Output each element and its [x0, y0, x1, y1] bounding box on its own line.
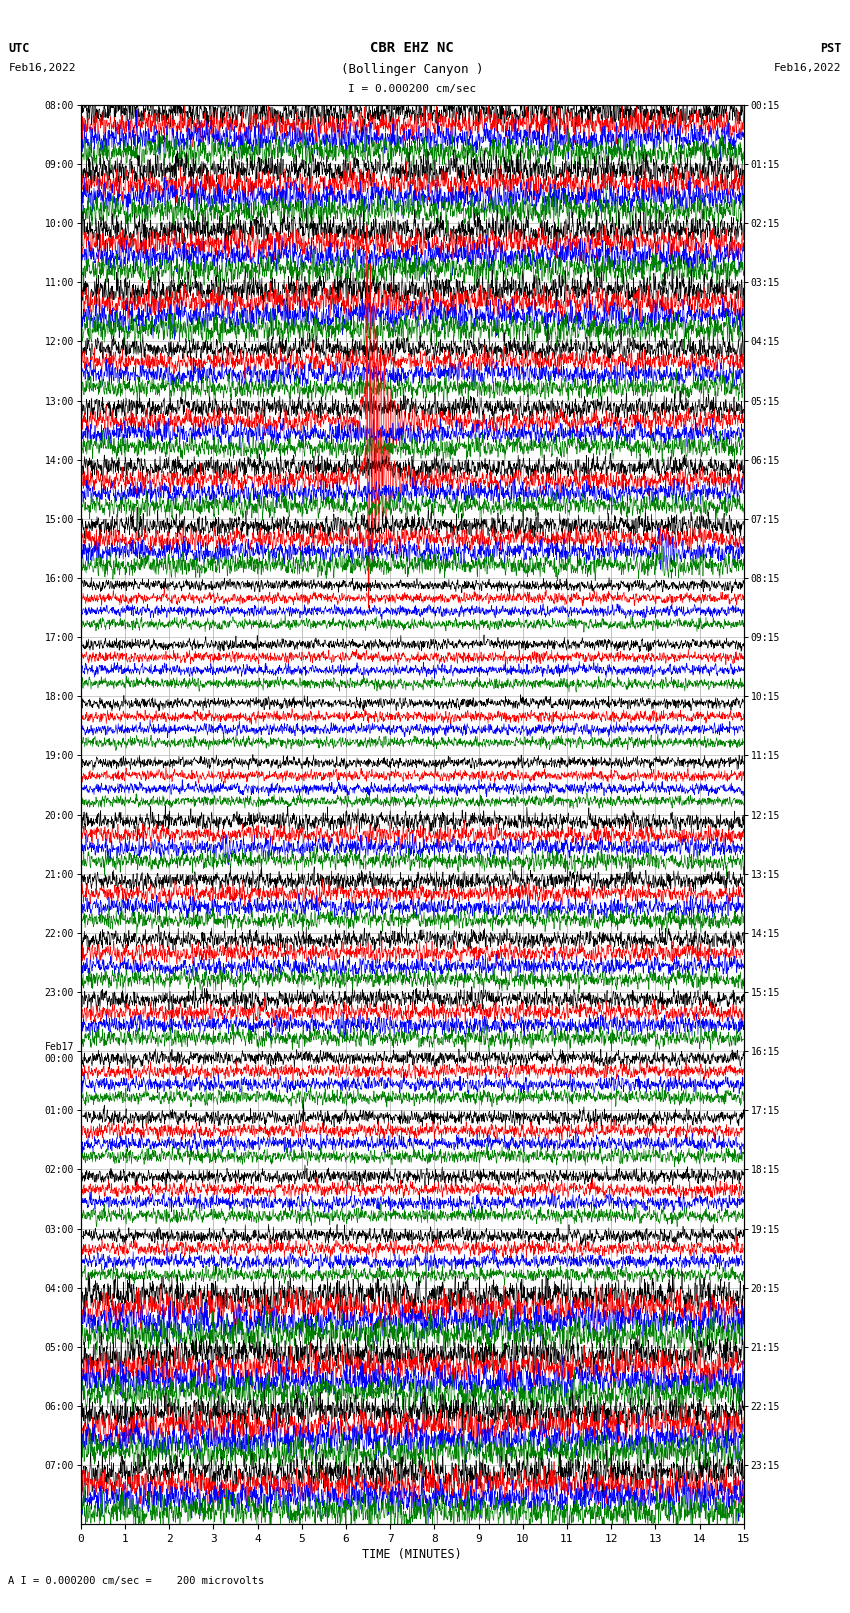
Text: (Bollinger Canyon ): (Bollinger Canyon ) — [341, 63, 484, 76]
Text: PST: PST — [820, 42, 842, 55]
Text: UTC: UTC — [8, 42, 30, 55]
Text: Feb16,2022: Feb16,2022 — [8, 63, 76, 73]
Text: I = 0.000200 cm/sec: I = 0.000200 cm/sec — [348, 84, 476, 94]
Text: CBR EHZ NC: CBR EHZ NC — [371, 42, 454, 55]
Text: Feb16,2022: Feb16,2022 — [774, 63, 842, 73]
X-axis label: TIME (MINUTES): TIME (MINUTES) — [362, 1548, 462, 1561]
Text: A I = 0.000200 cm/sec =    200 microvolts: A I = 0.000200 cm/sec = 200 microvolts — [8, 1576, 264, 1586]
